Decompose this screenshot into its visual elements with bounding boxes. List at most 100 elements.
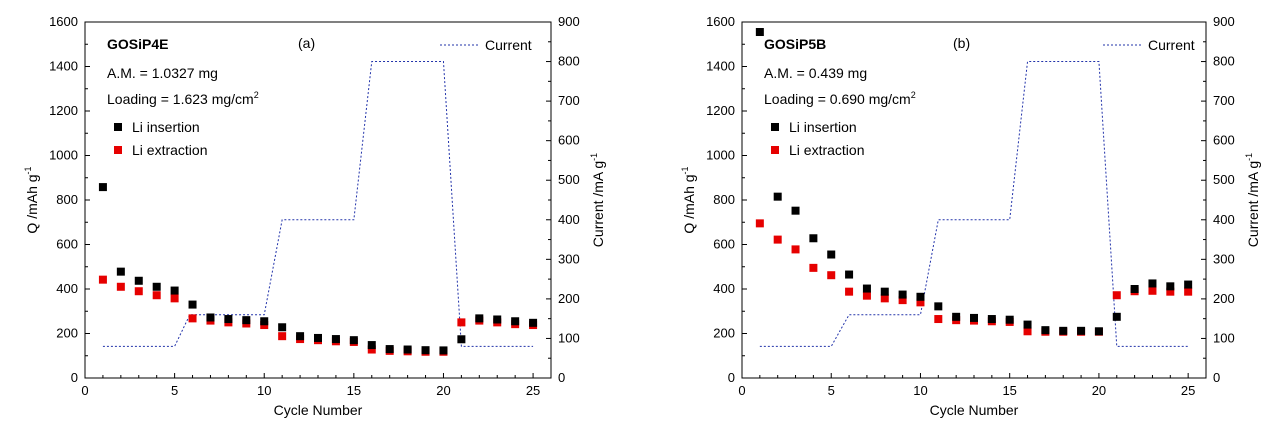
y2-tick-label: 200 (558, 291, 580, 306)
y2-tick-label: 900 (1213, 14, 1235, 29)
active-mass-text: A.M. = 0.439 mg (764, 65, 867, 81)
legend-insertion-marker (771, 123, 779, 131)
y2-tick-label: 800 (558, 54, 580, 69)
li-extraction-point (1184, 287, 1193, 296)
li-extraction-point (278, 332, 287, 341)
li-insertion-point (224, 315, 233, 324)
x-tick-label: 15 (347, 383, 361, 398)
y2-tick-label: 900 (558, 14, 580, 29)
li-insertion-point (1184, 280, 1193, 289)
li-extraction-point (152, 291, 161, 300)
x-axis-title: Cycle Number (274, 402, 363, 418)
li-insertion-point (952, 312, 961, 321)
y-tick-label: 1000 (49, 148, 78, 163)
li-insertion-point (1166, 282, 1175, 291)
li-insertion-point (809, 234, 818, 243)
y2-tick-label: 100 (1213, 330, 1235, 345)
legend-extraction-label: Li extraction (132, 142, 207, 158)
x-tick-label: 25 (526, 383, 540, 398)
y2-tick-label: 500 (1213, 172, 1235, 187)
li-insertion-point (511, 317, 520, 326)
li-insertion-point (421, 346, 430, 355)
x-tick-label: 5 (171, 383, 178, 398)
li-insertion-point (862, 284, 871, 293)
li-extraction-point (862, 291, 871, 300)
y2-tick-label: 600 (1213, 133, 1235, 148)
y2-tick-label: 0 (558, 370, 565, 385)
li-insertion-point (152, 282, 161, 291)
li-insertion-point (970, 313, 978, 322)
y2-tick-label: 800 (1213, 54, 1235, 69)
li-insertion-point (1112, 312, 1121, 321)
li-insertion-point (1148, 279, 1157, 288)
li-insertion-point (296, 332, 305, 341)
li-extraction-point (1166, 287, 1175, 296)
y-tick-label: 1600 (706, 14, 735, 29)
li-extraction-point (1148, 286, 1157, 295)
li-insertion-point (773, 192, 782, 201)
y-tick-label: 800 (56, 192, 78, 207)
x-tick-label: 20 (436, 383, 450, 398)
li-insertion-point (98, 183, 107, 192)
li-extraction-point (773, 235, 782, 244)
y-tick-label: 200 (713, 326, 735, 341)
x-tick-label: 0 (81, 383, 88, 398)
y-axis-title: Q /mAh g-1 (680, 166, 697, 233)
x-tick-label: 10 (913, 383, 927, 398)
li-insertion-point (1077, 326, 1086, 335)
li-extraction-point (188, 314, 197, 323)
li-extraction-point (916, 298, 925, 307)
x-tick-label: 25 (1181, 383, 1195, 398)
y-tick-label: 400 (56, 281, 78, 296)
li-insertion-point (134, 276, 143, 285)
li-extraction-point (98, 275, 107, 284)
y2-tick-label: 600 (558, 133, 580, 148)
li-insertion-point (242, 316, 251, 325)
li-insertion-point (791, 206, 800, 215)
li-insertion-point (880, 287, 889, 296)
legend-current-label: Current (1148, 37, 1195, 53)
y-tick-label: 1400 (49, 59, 78, 74)
li-insertion-point (475, 314, 484, 323)
x-tick-label: 10 (257, 383, 271, 398)
li-insertion-point (493, 315, 502, 324)
legend-insertion-label: Li insertion (132, 119, 200, 135)
y-tick-label: 0 (728, 370, 735, 385)
y-axis-title: Q /mAh g-1 (23, 166, 40, 233)
sample-name: GOSiP5B (764, 36, 826, 52)
li-insertion-point (1059, 326, 1068, 335)
y-tick-label: 400 (713, 281, 735, 296)
li-insertion-point (1023, 320, 1032, 329)
y2-axis-title: Current /mA g-1 (1244, 153, 1261, 247)
y2-tick-label: 400 (1213, 212, 1235, 227)
li-insertion-point (898, 290, 907, 299)
li-insertion-point (314, 333, 322, 342)
li-insertion-point (278, 323, 287, 332)
li-insertion-point (987, 315, 996, 324)
x-tick-label: 20 (1092, 383, 1106, 398)
panel-label: (a) (298, 35, 315, 51)
y-tick-label: 1400 (706, 59, 735, 74)
legend-extraction-marker (771, 146, 779, 154)
y2-tick-label: 400 (558, 212, 580, 227)
li-extraction-point (134, 287, 143, 296)
current-series-line (102, 61, 534, 347)
li-insertion-point (260, 317, 269, 326)
li-extraction-point (170, 294, 179, 303)
y2-tick-label: 0 (1213, 370, 1220, 385)
li-extraction-point (755, 219, 764, 228)
legend-insertion-label: Li insertion (789, 119, 857, 135)
chart-panel-a: 0 5 10 15 20 25 0 200 400 600 800 1000 1200 1400 1600 0… (23, 14, 606, 418)
li-extraction-point (827, 271, 836, 280)
loading-text: Loading = 0.690 mg/cm2 (764, 90, 916, 107)
panel-label: (b) (953, 35, 970, 51)
y-tick-label: 200 (56, 326, 78, 341)
y-tick-label: 800 (713, 192, 735, 207)
li-insertion-point (457, 335, 466, 344)
y2-tick-label: 100 (558, 330, 580, 345)
active-mass-text: A.M. = 1.0327 mg (107, 65, 218, 81)
y-tick-label: 1600 (49, 14, 78, 29)
li-extraction-point (116, 282, 125, 291)
li-insertion-point (1041, 326, 1050, 335)
